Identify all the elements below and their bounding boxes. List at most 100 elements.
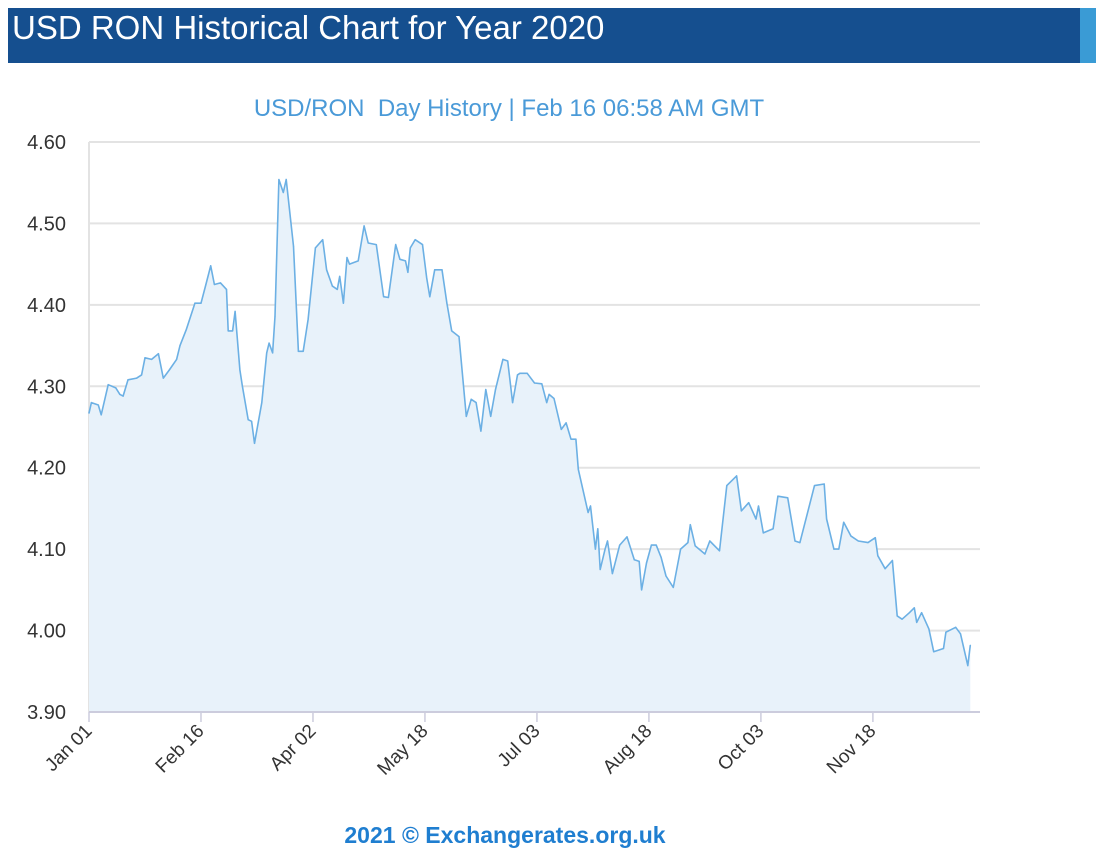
data-point (546, 402, 548, 404)
data-point (144, 357, 146, 359)
data-point (465, 415, 467, 417)
x-tick-label: Apr 02 (266, 721, 320, 775)
data-point (253, 442, 256, 444)
data-point (757, 505, 760, 507)
data-point (234, 310, 236, 312)
data-point (219, 282, 222, 284)
data-point (176, 358, 178, 360)
data-point (107, 384, 109, 386)
data-point (516, 374, 519, 376)
data-point (485, 388, 487, 391)
data-point (383, 296, 385, 298)
data-point (282, 191, 284, 194)
data-point (787, 497, 789, 499)
data-point (429, 296, 431, 298)
data-point (297, 350, 299, 352)
data-point (660, 556, 662, 558)
copyright-link[interactable]: 2021 © Exchangerates.org.uk (344, 822, 666, 848)
data-point (826, 518, 828, 520)
data-point (404, 260, 407, 262)
data-point (446, 302, 448, 304)
data-point (348, 263, 351, 265)
data-point (326, 269, 328, 271)
data-point (274, 315, 276, 317)
data-point (470, 398, 472, 400)
data-point (709, 540, 711, 542)
data-point (611, 573, 614, 575)
data-point (458, 336, 460, 338)
data-point (266, 352, 268, 354)
data-point (689, 524, 691, 526)
data-point (285, 178, 287, 181)
data-point (577, 468, 579, 470)
data-point (141, 374, 143, 376)
x-tick-label: Aug 18 (599, 721, 656, 778)
data-point (426, 277, 428, 279)
x-tick-label: Oct 03 (714, 721, 768, 775)
data-point (247, 419, 249, 421)
data-point (227, 330, 229, 332)
data-point (913, 607, 915, 609)
data-point (969, 644, 971, 646)
page-title: USD RON Historical Chart for Year 2020 (12, 9, 605, 46)
data-point (799, 542, 801, 544)
data-point (694, 545, 696, 547)
data-point (755, 518, 757, 520)
data-point (519, 372, 521, 374)
data-point (655, 544, 657, 546)
data-point (967, 665, 969, 667)
data-point (339, 275, 341, 277)
data-point (587, 511, 589, 514)
data-point (490, 415, 492, 417)
data-point (877, 555, 879, 557)
data-point (908, 612, 911, 614)
data-point (533, 382, 536, 384)
data-point (239, 369, 241, 371)
data-point (884, 568, 886, 570)
data-point (740, 510, 743, 512)
x-tick-label: May 18 (374, 721, 433, 780)
data-point (850, 535, 852, 537)
data-point (136, 377, 138, 379)
data-point (395, 244, 397, 246)
data-point (599, 568, 601, 571)
data-point (794, 540, 796, 542)
data-point (292, 245, 295, 247)
data-point (833, 548, 835, 550)
data-point (357, 260, 359, 262)
data-point (363, 225, 365, 227)
data-point (205, 283, 207, 286)
data-point (772, 528, 774, 530)
data-point (777, 495, 779, 497)
data-point (375, 244, 377, 246)
data-point (314, 247, 316, 249)
data-point (346, 257, 348, 259)
y-tick-label: 4.40 (27, 295, 66, 317)
data-point (762, 532, 764, 534)
data-point (606, 540, 609, 542)
data-point (194, 302, 196, 304)
data-point (387, 296, 389, 299)
data-point (511, 402, 514, 404)
data-point (665, 575, 667, 577)
data-point (570, 438, 572, 440)
data-point (168, 369, 170, 371)
data-point (736, 475, 738, 477)
x-tick-label: Jan 01 (41, 721, 96, 776)
data-point (122, 395, 124, 397)
data-point (626, 536, 628, 538)
data-point (331, 285, 333, 287)
data-point (901, 618, 903, 620)
data-point (100, 414, 102, 416)
data-point (548, 393, 550, 395)
data-point (414, 239, 416, 241)
data-point (942, 647, 945, 650)
header-accent (1080, 8, 1096, 63)
data-point (921, 612, 923, 614)
data-point (115, 387, 117, 389)
header-bar (8, 8, 1080, 63)
data-point (597, 528, 599, 530)
data-point (867, 542, 869, 544)
data-point (843, 521, 845, 523)
data-point (185, 328, 187, 330)
